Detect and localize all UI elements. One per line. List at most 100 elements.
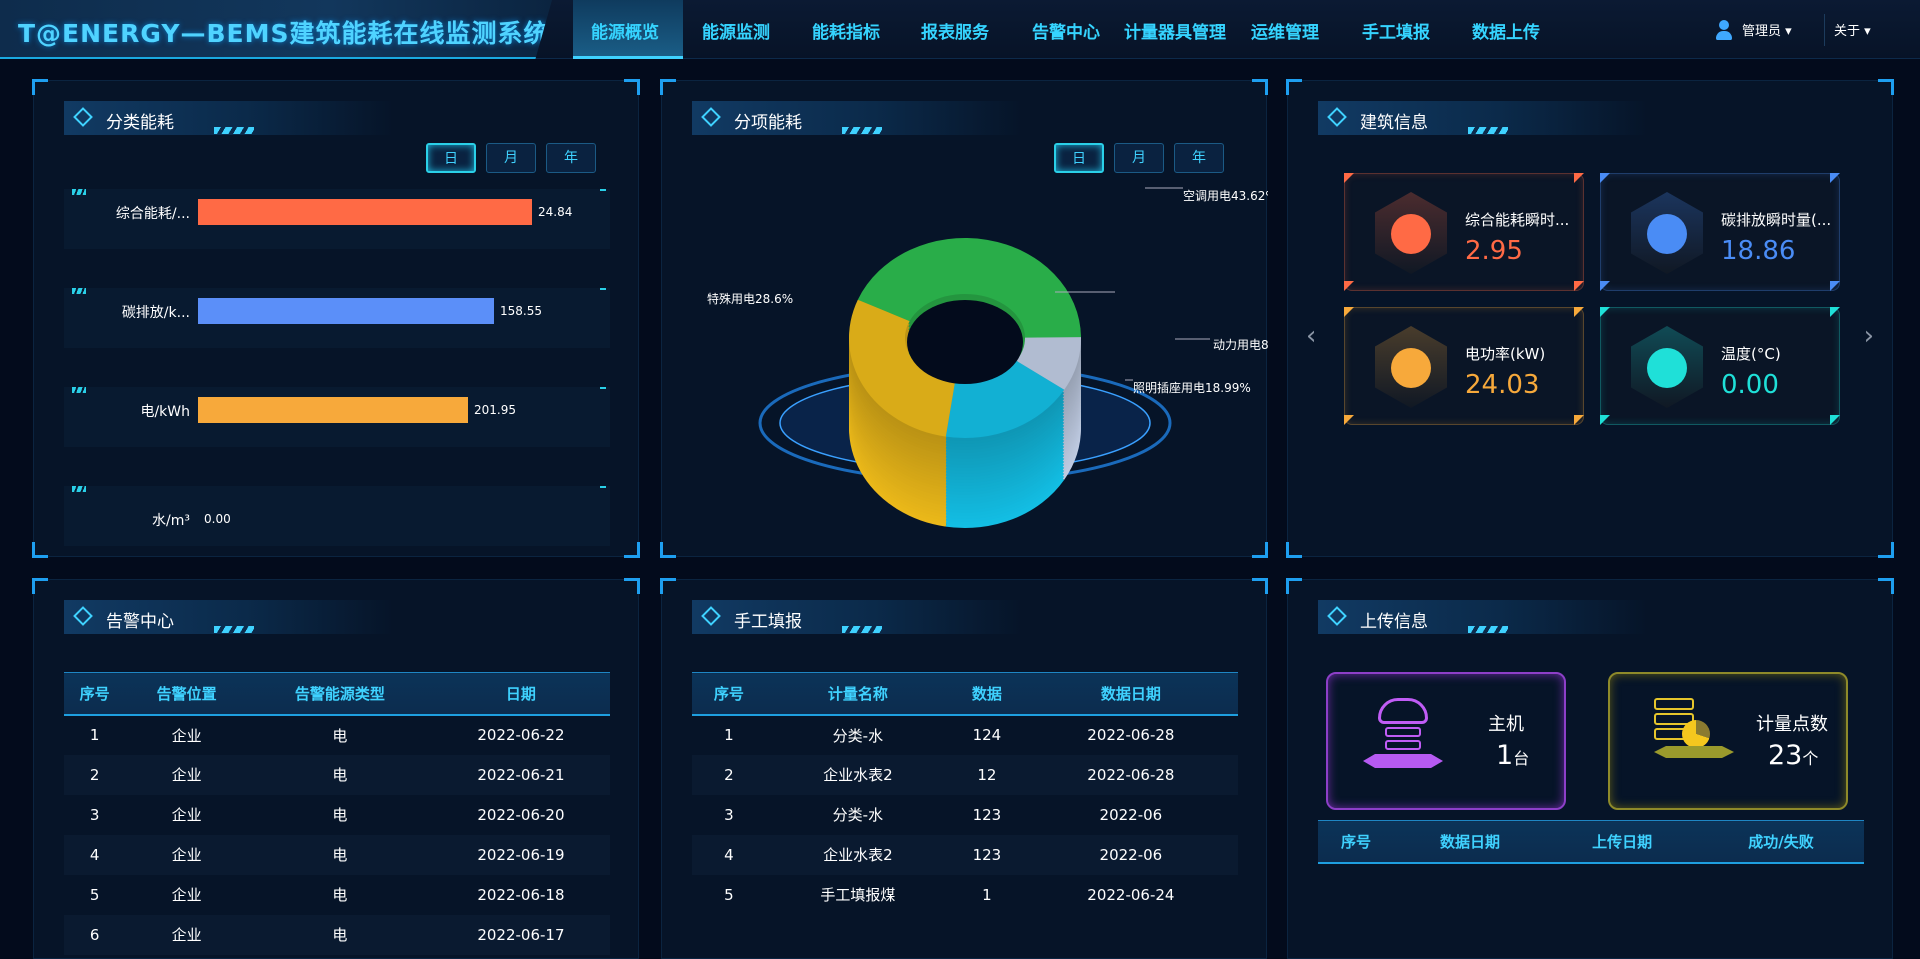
diamond-icon — [1327, 107, 1347, 127]
metric-value: 2.95 — [1465, 236, 1523, 266]
column-header[interactable]: 序号 — [1318, 820, 1395, 864]
column-header[interactable]: 日期 — [431, 672, 610, 716]
nav-energy-index[interactable]: 能耗指标 — [812, 23, 880, 43]
stripe-decoration — [72, 486, 86, 492]
points-label: 计量点数 — [1756, 714, 1828, 735]
table-cell: 企业 — [171, 886, 202, 904]
table-row[interactable]: 4 企业电 2022-06-19 — [64, 834, 610, 875]
corner-decoration — [1600, 173, 1610, 183]
table-row[interactable]: 3 分类-水 123 2022-06 — [692, 795, 1238, 835]
table-cell: 电 — [247, 914, 432, 955]
column-header[interactable]: 成功/失败 — [1698, 820, 1864, 864]
carousel-next-icon[interactable]: › — [1863, 321, 1874, 351]
table-row[interactable]: 4 企业水表2 123 2022-06 — [692, 834, 1238, 875]
table-cell: 3 — [89, 805, 100, 824]
table-cell: 电 — [247, 754, 432, 795]
table-row[interactable]: 3 企业 电 2022-06-20 — [64, 795, 610, 835]
bar-row: 综合能耗/... 24.84 — [64, 189, 610, 249]
donut-hole — [907, 300, 1023, 384]
column-header[interactable]: 序号 — [64, 672, 126, 716]
table-cell: 4 — [64, 834, 126, 875]
column-header[interactable]: 数据日期 — [1023, 672, 1238, 716]
table-cell: 2022-06-24 — [1087, 885, 1175, 904]
table-row[interactable]: 5 手工填报煤 1 2022-06-24 — [692, 875, 1238, 915]
table-cell: 2022-06-17 — [431, 914, 610, 955]
bar-value-label: 158.55 — [500, 304, 542, 318]
host-count: 1 — [1496, 740, 1514, 771]
panel-header: 手工填报 — [692, 600, 1022, 634]
table-cell: 企业水表2 — [765, 834, 951, 875]
bar[interactable] — [198, 298, 494, 324]
nav-energy-overview[interactable]: 能源概览 — [591, 23, 659, 43]
table-cell: 电 — [332, 806, 348, 824]
period-year-button[interactable]: 年 — [1174, 143, 1224, 173]
period-day-button[interactable]: 日 — [1054, 143, 1104, 173]
host-card: 主机 1台 — [1326, 672, 1566, 810]
about-menu[interactable]: 关于 ▾ — [1834, 24, 1871, 39]
bar[interactable] — [198, 397, 468, 423]
nav-manual-entry[interactable]: 手工填报 — [1362, 23, 1430, 43]
column-header[interactable]: 数据 — [950, 672, 1024, 716]
period-month-button[interactable]: 月 — [1114, 143, 1164, 173]
column-header[interactable]: 告警位置 — [125, 672, 248, 716]
table-cell: 2022-06-19 — [431, 834, 610, 875]
itemized-energy-panel: 分项能耗 日月年 空调用电43.62% 动力用电8.79% 照明插座用电18.99%… — [660, 79, 1268, 558]
table-row[interactable]: 1 分类-水 124 2022-06-28 — [692, 715, 1238, 755]
column-header[interactable]: 上传日期 — [1546, 820, 1699, 864]
corner-decoration — [1344, 173, 1354, 183]
table-cell: 分类-水 — [832, 726, 884, 745]
upload-info-panel: 上传信息 主机 1台 计量点数 23个 序号 数据日期 上传日期 成功/失败 — [1286, 578, 1894, 959]
panel-title: 建筑信息 — [1360, 113, 1428, 133]
metric-label: 综合能耗瞬时... — [1465, 211, 1570, 229]
category-bar-chart: 综合能耗/... 24.84 碳排放/k... 158.55 电/kWh 201.95 水/… — [64, 189, 610, 549]
bar-category-label: 电/kWh — [140, 404, 190, 420]
nav-reports[interactable]: 报表服务 — [921, 23, 989, 43]
table-header-row: 序号 计量名称 数据 数据日期 — [692, 672, 1238, 716]
table-cell: 1 — [724, 726, 734, 744]
bar-value-label: 24.84 — [538, 205, 573, 219]
hexagon-badge — [1375, 192, 1447, 274]
table-row[interactable]: 6 企业电 2022-06-17 — [64, 914, 610, 955]
nav-alarm-center[interactable]: 告警中心 — [1032, 23, 1100, 43]
period-year-button[interactable]: 年 — [546, 143, 596, 173]
panel-header: 告警中心 — [64, 600, 394, 634]
table-row[interactable]: 2 企业电 2022-06-21 — [64, 754, 610, 795]
corner-decoration — [1830, 415, 1840, 425]
upload-table: 序号 数据日期 上传日期 成功/失败 — [1318, 820, 1864, 864]
donut-slice-2 — [945, 360, 1065, 438]
column-header[interactable]: 告警能源类型 — [247, 672, 432, 716]
column-header[interactable]: 数据日期 — [1394, 820, 1547, 864]
table-row[interactable]: 1 企业 电 2022-06-22 — [64, 715, 610, 755]
stripes-decoration — [842, 626, 882, 633]
bar-category-label: 综合能耗/... — [115, 206, 190, 222]
corner-decoration — [1574, 281, 1584, 291]
carousel-prev-icon[interactable]: ‹ — [1306, 321, 1317, 351]
nav-energy-monitor[interactable]: 能源监测 — [702, 23, 770, 43]
corner-decoration — [1344, 281, 1354, 291]
metric-value: 24.03 — [1465, 370, 1540, 400]
slice-label: 照明插座用电18.99% — [1133, 380, 1251, 395]
alarm-table: 序号 告警位置 告警能源类型 日期 1 企业电 2022-06-22 2 企业电 2022-06-… — [64, 672, 610, 955]
metric-label: 电功率(kW) — [1465, 345, 1546, 363]
nav-data-upload[interactable]: 数据上传 — [1472, 23, 1540, 43]
column-header[interactable]: 序号 — [692, 672, 766, 716]
table-row[interactable]: 2 企业水表2 12 2022-06-28 — [692, 754, 1238, 795]
period-month-button[interactable]: 月 — [486, 143, 536, 173]
bar[interactable] — [198, 199, 532, 225]
table-cell: 2022-06-28 — [1087, 726, 1175, 744]
nav-maintenance[interactable]: 运维管理 — [1251, 23, 1319, 43]
table-cell: 1 — [89, 726, 100, 744]
server-cloud-icon — [1363, 698, 1443, 778]
column-header[interactable]: 计量名称 — [765, 672, 951, 716]
category-energy-panel: 分类能耗 日月年 综合能耗/... 24.84 碳排放/k... 158.55 电/kW… — [32, 79, 640, 558]
table-cell: 2022-06-28 — [1023, 754, 1238, 795]
period-day-button[interactable]: 日 — [426, 143, 476, 173]
co2-cloud-icon — [1647, 214, 1687, 254]
nav-meter-management[interactable]: 计量器具管理 — [1124, 23, 1226, 43]
user-menu[interactable]: 管理员 ▾ — [1742, 24, 1792, 39]
bar-value-label: 0.00 — [204, 512, 231, 526]
stripes-decoration — [842, 127, 882, 134]
table-cell: 5 — [89, 885, 100, 904]
table-row[interactable]: 5 企业 电 2022-06-18 — [64, 875, 610, 915]
manual-entry-panel: 手工填报 序号 计量名称 数据 数据日期 1 分类-水 124 2022-06-28 2 企业水表… — [660, 578, 1268, 959]
